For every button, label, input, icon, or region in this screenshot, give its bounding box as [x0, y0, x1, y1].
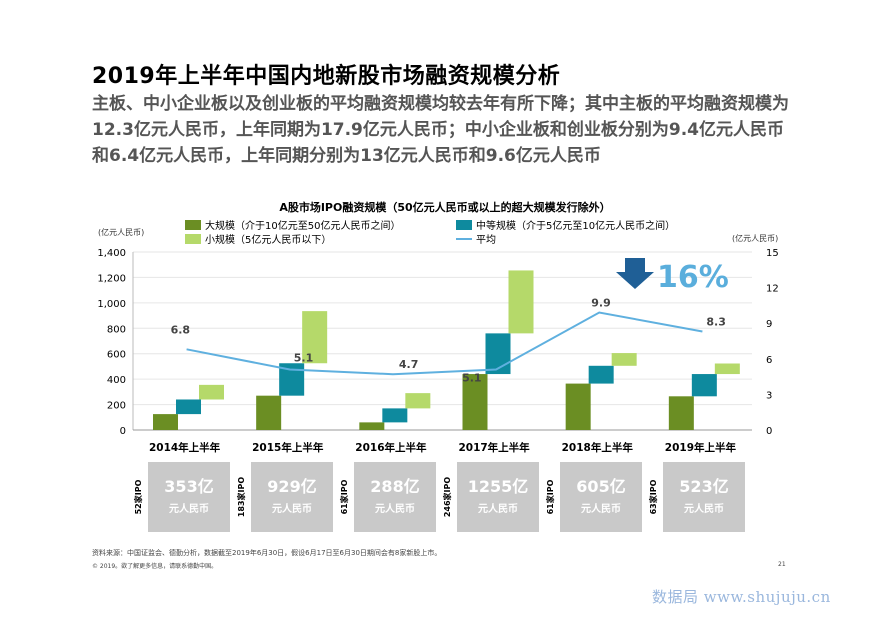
total-box [560, 462, 642, 532]
bar-large [668, 396, 694, 430]
legend-medium-label: 中等规模（介于5亿元至10亿元人民币之间） [476, 219, 675, 232]
ipo-count-label: 61家IPO [339, 479, 349, 514]
legend-average-label: 平均 [476, 234, 496, 246]
x-tick-label: 2016年上半年 [355, 441, 427, 454]
bar-large [462, 374, 488, 430]
total-unit: 元人民币 [375, 502, 415, 515]
legend-medium-swatch [456, 220, 472, 230]
bar-small [405, 393, 431, 409]
page-title: 2019年上半年中国内地新股市场融资规模分析 [92, 64, 561, 89]
y-right-unit: (亿元人民币) [732, 233, 778, 243]
y-left-tick-label: 1,000 [97, 299, 126, 310]
bar-medium [485, 333, 511, 375]
total-amount: 1255亿 [468, 477, 529, 496]
bar-large [565, 383, 591, 430]
source-note: 资料来源：中国证监会、德勤分析，数据截至2019年6月30日，假设6月17日至6… [92, 549, 442, 557]
total-unit: 元人民币 [272, 502, 312, 515]
total-amount: 605亿 [576, 477, 625, 496]
total-box [354, 462, 436, 532]
average-line [186, 311, 703, 376]
total-box [457, 462, 539, 532]
total-amount: 288亿 [370, 477, 419, 496]
total-box [663, 462, 745, 532]
total-amount: 929亿 [267, 477, 316, 496]
bar-medium [588, 365, 614, 384]
bar-small [199, 384, 224, 400]
change-callout-text: 16% [657, 260, 729, 295]
total-unit: 元人民币 [169, 502, 209, 515]
bar-large [256, 395, 282, 430]
total-unit: 元人民币 [581, 502, 621, 515]
y-right-tick-label: 15 [766, 248, 779, 259]
x-tick-label: 2015年上半年 [252, 441, 324, 454]
bar-large [153, 414, 178, 430]
ipo-count-label: 183家IPO [236, 477, 246, 518]
watermark: 数据局 www.shujuju.cn [652, 588, 831, 606]
y-left-tick-label: 600 [107, 350, 126, 361]
bar-small [611, 353, 637, 366]
bar-medium [176, 399, 201, 415]
total-box [148, 462, 230, 532]
average-data-label: 6.8 [171, 323, 191, 336]
chart-title: A股市场IPO融资规模（50亿元人民币或以上的超大规模发行除外） [279, 200, 610, 214]
bar-small [302, 311, 328, 364]
ipo-count-label: 246家IPO [442, 477, 452, 518]
legend-large-swatch [185, 220, 201, 230]
y-left-tick-label: 1,400 [97, 248, 126, 259]
copyright-note: © 2019。欲了解更多信息，请联系德勤中国。 [92, 563, 218, 570]
y-left-tick-label: 0 [120, 426, 126, 437]
y-right-tick-label: 12 [766, 284, 779, 295]
ipo-count-label: 63家IPO [648, 479, 658, 514]
total-unit: 元人民币 [478, 502, 518, 515]
down-arrow-icon [616, 258, 654, 289]
total-amount: 523亿 [679, 477, 728, 496]
page-number: 21 [778, 561, 786, 568]
x-tick-label: 2019年上半年 [665, 441, 737, 454]
legend-small-label: 小规模（5亿元人民币以下） [205, 233, 331, 246]
average-data-label: 4.7 [399, 358, 419, 371]
bar-medium [691, 374, 717, 397]
average-data-label: 5.1 [462, 371, 482, 384]
y-left-tick-label: 200 [107, 401, 126, 412]
y-right-tick-label: 0 [766, 426, 772, 437]
y-right-tick-label: 9 [766, 319, 772, 330]
y-left-tick-label: 400 [107, 375, 126, 386]
page-subtitle: 主板、中小企业板以及创业板的平均融资规模均较去年有所下降；其中主板的平均融资规模… [92, 94, 789, 166]
total-amount: 353亿 [164, 477, 213, 496]
y-left-unit: (亿元人民币) [98, 227, 144, 237]
legend-small-swatch [185, 234, 201, 244]
average-data-label: 5.1 [294, 351, 314, 364]
x-tick-label: 2017年上半年 [458, 441, 530, 454]
ipo-count-label: 52家IPO [133, 479, 143, 514]
bar-medium [382, 408, 408, 423]
ipo-count-label: 61家IPO [545, 479, 555, 514]
bar-small [508, 270, 534, 334]
legend-large-label: 大规模（介于10亿元至50亿元人民币之间） [205, 219, 400, 232]
y-right-tick-label: 6 [766, 355, 772, 366]
total-box [251, 462, 333, 532]
y-left-tick-label: 800 [107, 324, 126, 335]
x-tick-label: 2018年上半年 [562, 441, 634, 454]
y-left-tick-label: 1,200 [97, 273, 126, 284]
bar-large [359, 422, 385, 430]
x-tick-label: 2014年上半年 [149, 441, 221, 454]
total-unit: 元人民币 [684, 502, 724, 515]
bar-small [714, 363, 740, 375]
average-data-label: 9.9 [591, 297, 611, 310]
y-right-tick-label: 3 [766, 390, 772, 401]
average-data-label: 8.3 [706, 316, 726, 329]
